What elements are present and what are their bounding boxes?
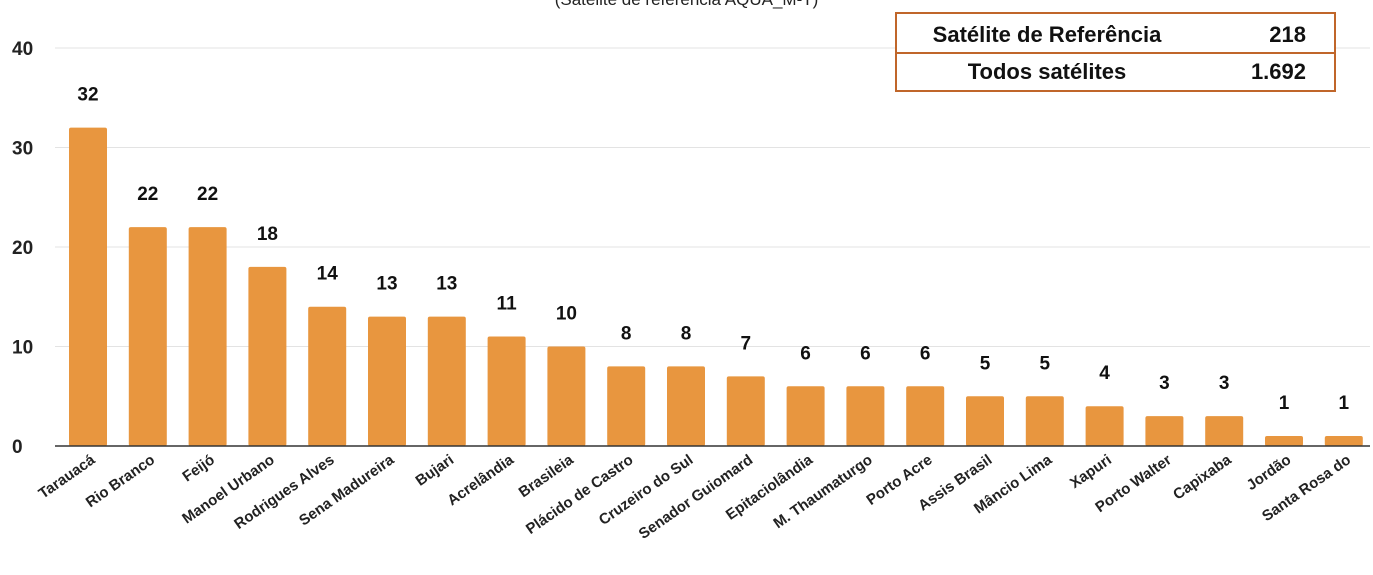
bar [667,366,705,446]
x-tick-label: Capixaba [1170,451,1235,504]
bar [966,396,1004,446]
data-label: 1 [1279,393,1290,414]
reference-value: 218 [1269,22,1306,47]
data-label: 18 [257,224,278,245]
data-label: 13 [436,274,457,295]
chart-subtitle: (Satélite de referência AQUA_M-T) [0,0,1373,9]
bar [69,127,107,446]
reference-divider [897,52,1334,54]
x-tick-label: Rodrigues Alves [231,451,337,533]
data-label: 14 [317,264,339,285]
bar [368,316,406,446]
x-tick-label: Xapuri [1067,451,1115,492]
data-label: 8 [621,323,632,344]
data-label: 3 [1159,373,1170,394]
reference-table: Satélite de Referência 218 Todos satélit… [895,12,1336,92]
y-tick-label: 30 [12,139,33,160]
data-label: 1 [1339,393,1350,414]
x-tick-label: Jordão [1244,451,1295,494]
data-label: 10 [556,304,577,325]
y-tick-label: 0 [12,437,23,458]
data-label: 13 [376,274,397,295]
bar [128,227,167,446]
bar [1025,396,1064,446]
x-tick-label: Bujari [413,451,458,489]
data-label: 6 [860,343,871,364]
reference-row-reference-satellite: Satélite de Referência 218 [897,18,1334,52]
bar [1324,436,1363,446]
bar [726,376,765,446]
data-label: 3 [1219,373,1230,394]
bar [487,336,526,446]
bar [786,386,825,446]
data-label: 22 [197,184,218,205]
reference-label: Todos satélites [967,59,1127,84]
bar [607,366,646,446]
y-tick-label: 40 [12,39,33,60]
y-tick-label: 20 [12,238,33,259]
x-tick-label: Feijó [179,451,217,485]
data-label: 6 [920,343,931,364]
data-label: 22 [137,184,158,205]
data-label: 8 [681,323,692,344]
bar [1145,416,1184,446]
y-axis-tick-labels: 0 10 20 30 40 [12,39,33,458]
bar [308,306,347,446]
x-tick-label: M. Thaumaturgo [770,451,875,532]
reference-value: 1.692 [1250,59,1306,84]
data-label: 5 [1040,353,1051,374]
bar [547,346,586,446]
y-tick-label: 10 [12,338,33,359]
bars [69,127,1363,446]
x-tick-label: Plácido de Castro [523,451,637,538]
x-tick-label: Acrelândia [444,451,517,509]
reference-row-all-satellites: Todos satélites 1.692 [897,55,1334,89]
bar [906,386,945,446]
bar [1205,416,1244,446]
bar [1085,406,1124,446]
data-label: 32 [77,85,98,106]
data-label: 7 [741,333,752,354]
bar [1265,436,1303,446]
bar [427,316,466,446]
bar [846,386,885,446]
data-label: 4 [1099,363,1110,384]
subtitle-clip: (Satélite de referência AQUA_M-T) [0,0,1373,9]
reference-label: Satélite de Referência [932,22,1162,47]
data-label: 11 [497,294,518,315]
bar [248,266,287,446]
data-label: 6 [800,343,811,364]
data-label: 5 [980,353,991,374]
bar [188,227,227,446]
